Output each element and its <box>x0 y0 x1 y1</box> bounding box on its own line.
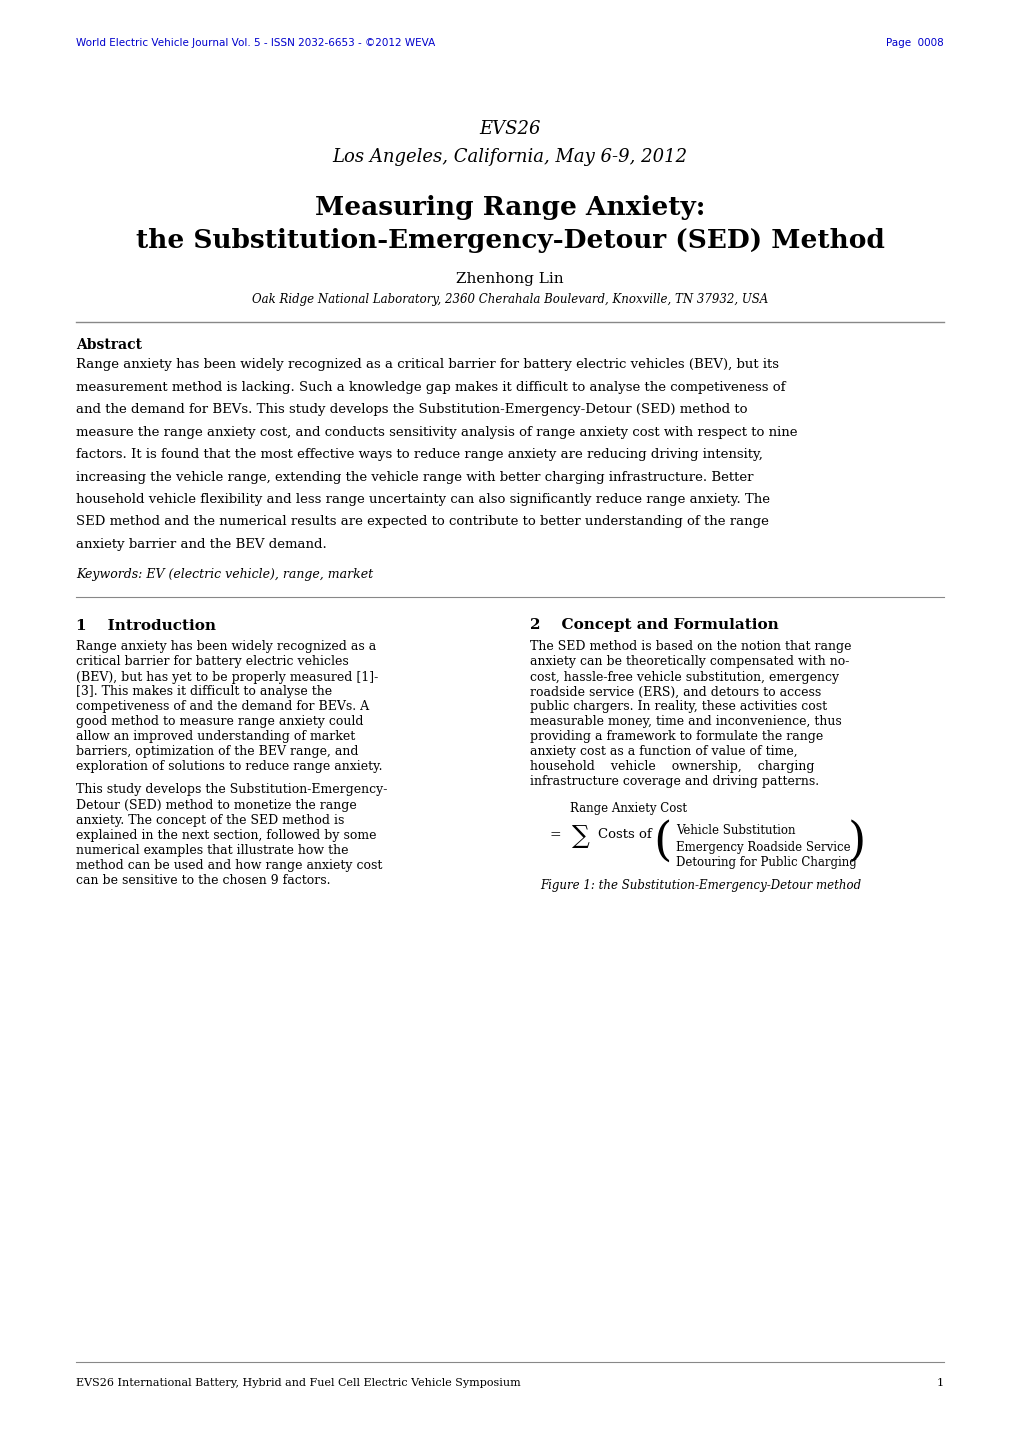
Text: the Substitution-Emergency-Detour (SED) Method: the Substitution-Emergency-Detour (SED) … <box>136 228 883 253</box>
Text: barriers, optimization of the BEV range, and: barriers, optimization of the BEV range,… <box>76 746 358 759</box>
Text: anxiety barrier and the BEV demand.: anxiety barrier and the BEV demand. <box>76 538 326 551</box>
Text: can be sensitive to the chosen 9 factors.: can be sensitive to the chosen 9 factors… <box>76 873 330 886</box>
Text: Keywords: EV (electric vehicle), range, market: Keywords: EV (electric vehicle), range, … <box>76 569 373 582</box>
Text: and the demand for BEVs. This study develops the Substitution-Emergency-Detour (: and the demand for BEVs. This study deve… <box>76 403 747 416</box>
Text: competiveness of and the demand for BEVs. A: competiveness of and the demand for BEVs… <box>76 700 369 713</box>
Text: measurable money, time and inconvenience, thus: measurable money, time and inconvenience… <box>530 716 841 729</box>
Text: EVS26 International Battery, Hybrid and Fuel Cell Electric Vehicle Symposium: EVS26 International Battery, Hybrid and … <box>76 1378 521 1388</box>
Text: Zhenhong Lin: Zhenhong Lin <box>455 271 564 286</box>
Text: =: = <box>549 828 561 843</box>
Text: Costs of: Costs of <box>597 828 651 841</box>
Text: Abstract: Abstract <box>76 338 142 352</box>
Text: exploration of solutions to reduce range anxiety.: exploration of solutions to reduce range… <box>76 760 382 773</box>
Text: (BEV), but has yet to be properly measured [1]-: (BEV), but has yet to be properly measur… <box>76 671 378 684</box>
Text: 1: 1 <box>936 1378 943 1388</box>
Text: Figure 1: the Substitution-Emergency-Detour method: Figure 1: the Substitution-Emergency-Det… <box>539 879 860 892</box>
Text: The SED method is based on the notion that range: The SED method is based on the notion th… <box>530 641 851 654</box>
Text: anxiety can be theoretically compensated with no-: anxiety can be theoretically compensated… <box>530 655 849 668</box>
Text: explained in the next section, followed by some: explained in the next section, followed … <box>76 828 376 841</box>
Text: Detouring for Public Charging: Detouring for Public Charging <box>676 857 856 870</box>
Text: numerical examples that illustrate how the: numerical examples that illustrate how t… <box>76 844 348 857</box>
Text: Los Angeles, California, May 6-9, 2012: Los Angeles, California, May 6-9, 2012 <box>332 149 687 166</box>
Text: 1    Introduction: 1 Introduction <box>76 619 216 632</box>
Text: public chargers. In reality, these activities cost: public chargers. In reality, these activ… <box>530 700 826 713</box>
Text: Emergency Roadside Service: Emergency Roadside Service <box>676 840 850 853</box>
Text: Detour (SED) method to monetize the range: Detour (SED) method to monetize the rang… <box>76 798 357 811</box>
Text: 2    Concept and Formulation: 2 Concept and Formulation <box>530 619 777 632</box>
Text: roadside service (ERS), and detours to access: roadside service (ERS), and detours to a… <box>530 685 820 698</box>
Text: [3]. This makes it difficult to analyse the: [3]. This makes it difficult to analyse … <box>76 685 332 698</box>
Text: Range anxiety has been widely recognized as a: Range anxiety has been widely recognized… <box>76 641 376 654</box>
Text: anxiety. The concept of the SED method is: anxiety. The concept of the SED method i… <box>76 814 344 827</box>
Text: measure the range anxiety cost, and conducts sensitivity analysis of range anxie: measure the range anxiety cost, and cond… <box>76 426 797 439</box>
Text: Range anxiety has been widely recognized as a critical barrier for battery elect: Range anxiety has been widely recognized… <box>76 358 779 371</box>
Text: World Electric Vehicle Journal Vol. 5 - ISSN 2032-6653 - ©2012 WEVA: World Electric Vehicle Journal Vol. 5 - … <box>76 38 435 48</box>
Text: Vehicle Substitution: Vehicle Substitution <box>676 824 795 837</box>
Text: household vehicle flexibility and less range uncertainty can also significantly : household vehicle flexibility and less r… <box>76 494 769 506</box>
Text: (: ( <box>652 820 671 866</box>
Text: ∑: ∑ <box>572 824 589 847</box>
Text: allow an improved understanding of market: allow an improved understanding of marke… <box>76 730 355 743</box>
Text: critical barrier for battery electric vehicles: critical barrier for battery electric ve… <box>76 655 348 668</box>
Text: providing a framework to formulate the range: providing a framework to formulate the r… <box>530 730 822 743</box>
Text: Range Anxiety Cost: Range Anxiety Cost <box>570 802 687 815</box>
Text: Oak Ridge National Laboratory, 2360 Cherahala Boulevard, Knoxville, TN 37932, US: Oak Ridge National Laboratory, 2360 Cher… <box>252 293 767 306</box>
Text: Measuring Range Anxiety:: Measuring Range Anxiety: <box>315 195 704 219</box>
Text: household    vehicle    ownership,    charging: household vehicle ownership, charging <box>530 760 814 773</box>
Text: measurement method is lacking. Such a knowledge gap makes it difficult to analys: measurement method is lacking. Such a kn… <box>76 381 785 394</box>
Text: good method to measure range anxiety could: good method to measure range anxiety cou… <box>76 716 363 729</box>
Text: factors. It is found that the most effective ways to reduce range anxiety are re: factors. It is found that the most effec… <box>76 447 762 460</box>
Text: infrastructure coverage and driving patterns.: infrastructure coverage and driving patt… <box>530 775 818 788</box>
Text: SED method and the numerical results are expected to contribute to better unders: SED method and the numerical results are… <box>76 515 768 528</box>
Text: anxiety cost as a function of value of time,: anxiety cost as a function of value of t… <box>530 746 797 759</box>
Text: This study develops the Substitution-Emergency-: This study develops the Substitution-Eme… <box>76 784 387 797</box>
Text: Page  0008: Page 0008 <box>886 38 943 48</box>
Text: ): ) <box>847 820 865 866</box>
Text: cost, hassle-free vehicle substitution, emergency: cost, hassle-free vehicle substitution, … <box>530 671 839 684</box>
Text: method can be used and how range anxiety cost: method can be used and how range anxiety… <box>76 859 382 872</box>
Text: EVS26: EVS26 <box>479 120 540 139</box>
Text: increasing the vehicle range, extending the vehicle range with better charging i: increasing the vehicle range, extending … <box>76 470 753 483</box>
